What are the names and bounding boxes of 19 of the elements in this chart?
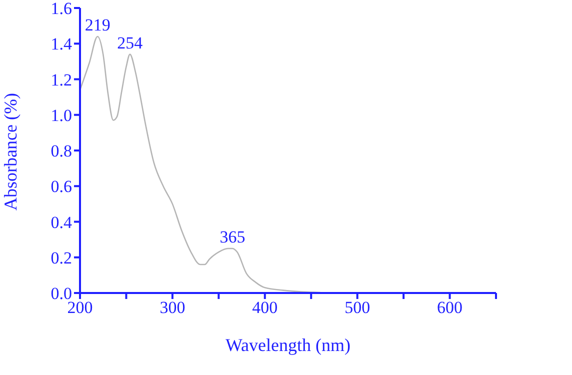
y-tick-label: 1.6	[50, 0, 72, 18]
x-axis-title: Wavelength (nm)	[225, 335, 351, 355]
y-tick-label: 1.0	[50, 106, 72, 125]
x-tick-label: 400	[252, 298, 278, 318]
y-tick-label: 0.2	[50, 248, 72, 268]
y-tick-label: 1.4	[50, 34, 72, 54]
x-tick-label: 200	[67, 298, 93, 318]
x-tick-label: 500	[344, 298, 370, 318]
y-axis-title: Absorbance (%)	[0, 93, 20, 210]
line-series	[80, 36, 322, 293]
y-tick-label: 0.4	[50, 212, 72, 232]
annotation: 254	[117, 33, 144, 52]
y-tick-label: 0.6	[50, 177, 72, 196]
annotation: 219	[84, 16, 110, 34]
y-tick-label: 0.8	[50, 142, 72, 161]
x-tick-label: 300	[160, 298, 186, 318]
y-tick-label: 1.2	[50, 70, 72, 90]
annotation: 365	[220, 227, 246, 246]
x-tick-label: 600	[437, 298, 463, 318]
